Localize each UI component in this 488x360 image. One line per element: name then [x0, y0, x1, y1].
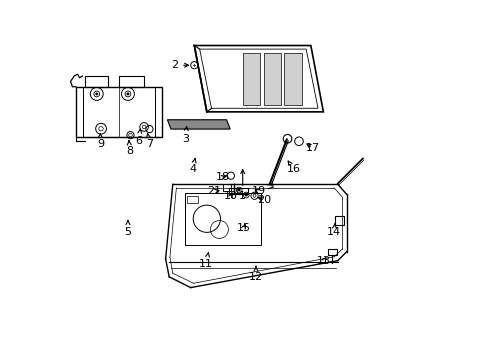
Text: 17: 17	[305, 143, 319, 153]
Polygon shape	[263, 53, 280, 105]
Text: 18: 18	[216, 172, 229, 182]
Text: 10: 10	[224, 191, 237, 201]
Text: 20: 20	[257, 195, 271, 205]
Circle shape	[237, 189, 240, 192]
Text: 7: 7	[145, 134, 153, 149]
Polygon shape	[242, 53, 260, 105]
Text: 6: 6	[135, 129, 142, 145]
Text: 1: 1	[239, 170, 245, 201]
Text: 13: 13	[316, 256, 330, 266]
Text: 12: 12	[248, 266, 263, 282]
Text: 16: 16	[286, 161, 301, 174]
Text: 15: 15	[236, 224, 250, 233]
Circle shape	[126, 93, 129, 95]
Text: 4: 4	[188, 158, 196, 174]
Text: 3: 3	[182, 127, 188, 144]
Text: 5: 5	[124, 221, 131, 237]
Text: 11: 11	[199, 253, 213, 269]
Text: 9: 9	[97, 133, 103, 149]
Polygon shape	[284, 53, 301, 105]
Text: 19: 19	[251, 186, 265, 197]
Circle shape	[95, 93, 98, 95]
Text: 2: 2	[171, 60, 188, 70]
Text: 14: 14	[326, 224, 341, 237]
Circle shape	[244, 194, 247, 197]
Polygon shape	[167, 120, 230, 129]
Text: 21: 21	[206, 186, 221, 197]
Text: 8: 8	[126, 140, 133, 156]
